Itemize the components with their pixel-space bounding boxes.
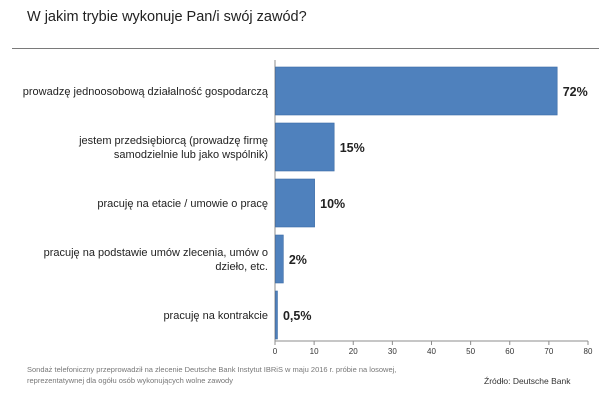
bar	[275, 290, 278, 340]
chart-title: W jakim trybie wykonuje Pan/i swój zawód…	[27, 9, 307, 25]
source-label: Źródło: Deutsche Bank	[484, 376, 571, 386]
x-tick-label: 60	[505, 347, 514, 356]
data-label: 10%	[320, 197, 345, 211]
x-tick-label: 0	[273, 347, 278, 356]
category-label: pracuję na kontrakcie	[163, 310, 268, 322]
survey-note-line: Sondaż telefoniczny przeprowadził na zle…	[27, 365, 397, 374]
bar	[275, 122, 335, 172]
x-tick-label: 70	[544, 347, 553, 356]
x-tick-label: 40	[427, 347, 436, 356]
category-label: dzieło, etc.	[215, 261, 268, 273]
x-tick-label: 20	[349, 347, 358, 356]
title-divider	[12, 48, 599, 49]
data-label: 2%	[289, 253, 307, 267]
data-label: 15%	[340, 141, 365, 155]
bar	[275, 66, 558, 116]
data-label: 0,5%	[283, 309, 312, 323]
x-tick-label: 30	[388, 347, 397, 356]
category-label: pracuję na etacie / umowie o pracę	[97, 198, 268, 210]
category-label: prowadzę jednoosobową działalność gospod…	[23, 86, 269, 98]
data-label: 72%	[563, 85, 588, 99]
x-tick-label: 10	[310, 347, 319, 356]
bar	[275, 178, 315, 228]
x-tick-label: 50	[466, 347, 475, 356]
bar	[275, 234, 284, 284]
x-tick-label: 80	[584, 347, 593, 356]
survey-note: Sondaż telefoniczny przeprowadził na zle…	[27, 364, 447, 386]
category-label: jestem przedsiębiorcą (prowadzę firmę	[78, 135, 268, 147]
category-label: pracuję na podstawie umów zlecenia, umów…	[44, 247, 268, 259]
category-label: samodzielnie lub jako wspólnik)	[114, 149, 268, 161]
survey-note-line: reprezentatywnej dla ogółu osób wykonują…	[27, 376, 233, 385]
